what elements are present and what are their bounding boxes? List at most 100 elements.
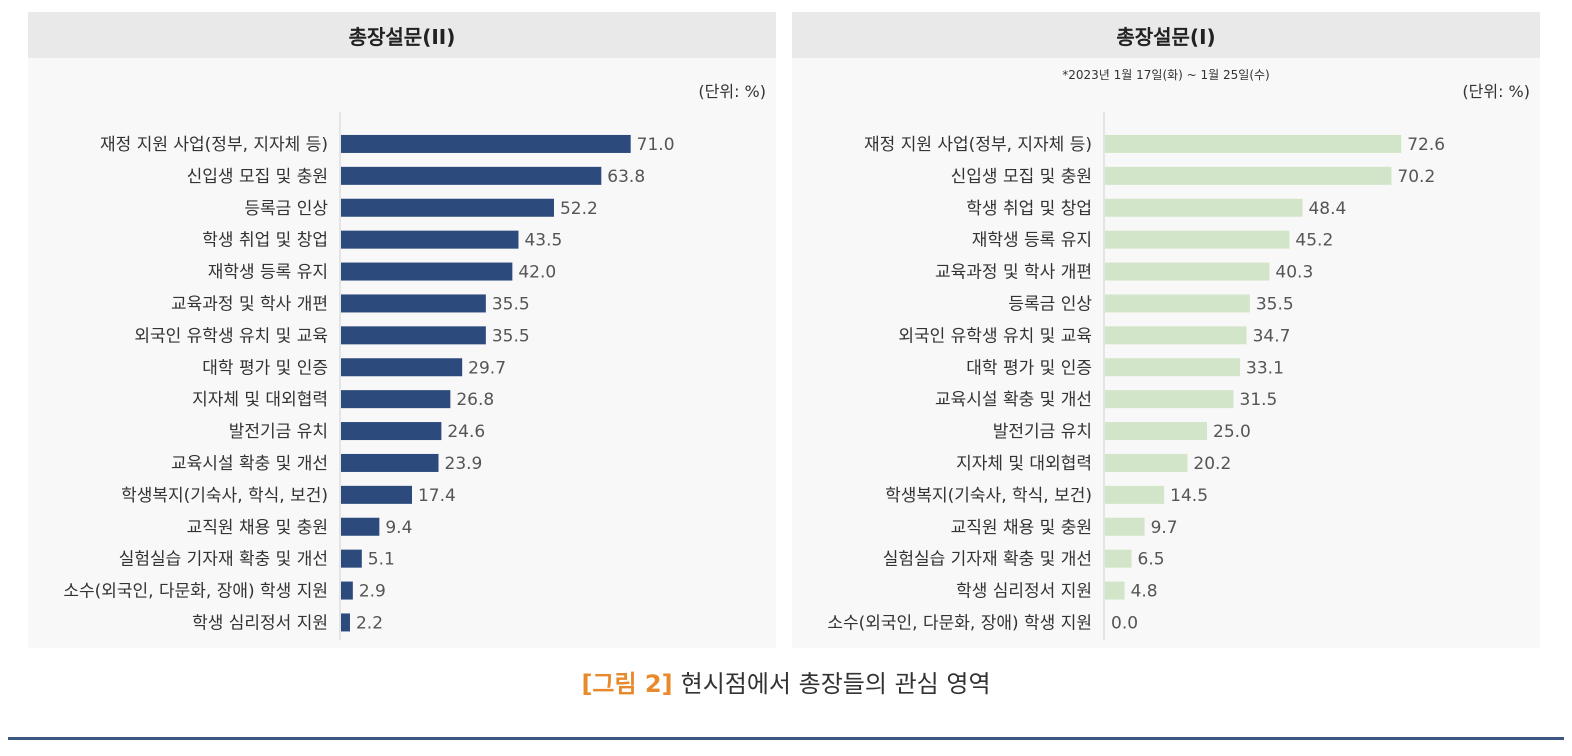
bar-left — [341, 485, 412, 504]
value-label-left: 9.4 — [385, 518, 412, 538]
category-label-left: 학생복지(기숙사, 학식, 보건) — [121, 486, 328, 506]
value-label-left: 63.8 — [607, 167, 645, 187]
bar-chart-left: 재정 지원 사업(정부, 지자체 등) 71.0 신입생 모집 및 충원 63.8 등록… — [63, 112, 675, 640]
bar-right — [1105, 485, 1165, 504]
category-label-right: 교직원 채용 및 충원 — [951, 518, 1092, 538]
bar-right — [1105, 166, 1392, 185]
value-label-right: 48.4 — [1308, 199, 1346, 219]
category-label-right: 발전기금 유치 — [993, 422, 1092, 442]
bar-left — [341, 453, 439, 472]
category-label-left: 소수(외국인, 다문화, 장애) 학생 지원 — [63, 582, 328, 602]
value-label-left: 26.8 — [456, 390, 494, 410]
bar-right — [1105, 134, 1402, 153]
bar-right — [1105, 262, 1270, 281]
value-label-right: 34.7 — [1253, 326, 1291, 346]
value-label-right: 6.5 — [1138, 550, 1165, 570]
value-label-left: 5.1 — [368, 550, 395, 570]
value-label-left: 35.5 — [492, 326, 530, 346]
value-label-left: 71.0 — [637, 135, 675, 155]
category-label-left: 재학생 등록 유지 — [208, 263, 328, 283]
category-label-right: 지자체 및 대외협력 — [956, 454, 1092, 474]
category-label-left: 외국인 유학생 유치 및 교육 — [134, 326, 328, 346]
category-label-right: 교육과정 및 학사 개편 — [935, 263, 1092, 283]
bar-right — [1105, 549, 1132, 568]
category-label-left: 학생 심리정서 지원 — [192, 613, 328, 633]
value-label-right: 14.5 — [1170, 486, 1208, 506]
value-label-right: 9.7 — [1151, 518, 1178, 538]
bar-left — [341, 517, 380, 536]
value-label-left: 52.2 — [560, 199, 598, 219]
bottom-divider — [8, 737, 1564, 740]
value-label-right: 33.1 — [1246, 358, 1284, 378]
bar-left — [341, 294, 486, 313]
value-label-right: 25.0 — [1213, 422, 1251, 442]
category-label-right: 등록금 인상 — [1008, 294, 1092, 314]
category-label-right: 학생 취업 및 창업 — [966, 199, 1092, 219]
category-label-right: 실험실습 기자재 확충 및 개선 — [883, 550, 1092, 570]
bar-left — [341, 390, 451, 409]
value-label-left: 23.9 — [445, 454, 483, 474]
category-label-left: 신입생 모집 및 충원 — [187, 167, 328, 187]
value-label-right: 4.8 — [1131, 582, 1158, 602]
value-label-right: 20.2 — [1193, 454, 1231, 474]
chart-panel-left: 총장설문(II) (단위: %) 재정 지원 사업(정부, 지자체 등) 71.0… — [28, 12, 776, 648]
value-label-right: 40.3 — [1275, 263, 1313, 283]
bar-left — [341, 422, 442, 441]
bar-right — [1105, 358, 1241, 377]
bar-left — [341, 262, 513, 281]
value-label-left: 2.9 — [359, 582, 386, 602]
category-label-left: 실험실습 기자재 확충 및 개선 — [119, 550, 328, 570]
figure-caption-text: 현시점에서 총장들의 관심 영역 — [680, 670, 991, 698]
bar-left — [341, 230, 519, 249]
chart-title-left: 총장설문(II) — [28, 12, 776, 58]
bar-chart-right: 재정 지원 사업(정부, 지자체 등) 72.6 신입생 모집 및 충원 70.2 학생… — [827, 112, 1445, 640]
value-label-right: 72.6 — [1407, 135, 1445, 155]
bar-right — [1105, 422, 1207, 441]
value-label-right: 0.0 — [1111, 613, 1138, 633]
bar-left — [341, 198, 554, 217]
value-label-left: 24.6 — [447, 422, 485, 442]
category-label-left: 교직원 채용 및 충원 — [187, 518, 328, 538]
chart-title-right: 총장설문(Ⅰ) — [792, 12, 1540, 58]
category-label-left: 발전기금 유치 — [229, 422, 328, 442]
bar-left — [341, 581, 353, 600]
value-label-left: 43.5 — [524, 231, 562, 251]
category-label-right: 재학생 등록 유지 — [972, 231, 1092, 251]
category-label-left: 등록금 인상 — [244, 199, 328, 219]
value-label-right: 31.5 — [1240, 390, 1278, 410]
bar-left — [341, 134, 631, 153]
category-label-left: 재정 지원 사업(정부, 지자체 등) — [100, 135, 328, 155]
category-label-right: 신입생 모집 및 충원 — [951, 167, 1092, 187]
bar-right — [1105, 390, 1234, 409]
category-label-right: 학생 심리정서 지원 — [956, 582, 1092, 602]
category-label-right: 소수(외국인, 다문화, 장애) 학생 지원 — [827, 613, 1092, 633]
survey-date-note: *2023년 1월 17일(화) ~ 1월 25일(수) — [1062, 68, 1270, 82]
value-label-left: 29.7 — [468, 358, 506, 378]
figure-number: [그림 2] — [581, 670, 673, 698]
figure-caption: [그림 2] 현시점에서 총장들의 관심 영역 — [0, 664, 1572, 699]
unit-label-right: (단위: %) — [1462, 82, 1530, 101]
unit-label-left: (단위: %) — [698, 82, 766, 101]
bar-right — [1105, 326, 1247, 345]
bar-right — [1105, 198, 1303, 217]
value-label-left: 35.5 — [492, 294, 530, 314]
category-label-left: 학생 취업 및 창업 — [202, 231, 328, 251]
bar-left — [341, 166, 602, 185]
bar-left — [341, 358, 463, 377]
bar-left — [341, 549, 362, 568]
category-label-left: 대학 평가 및 인증 — [202, 358, 328, 378]
chart-panel-right: 총장설문(Ⅰ) *2023년 1월 17일(화) ~ 1월 25일(수) (단위… — [792, 12, 1540, 648]
value-label-left: 42.0 — [518, 263, 556, 283]
bar-right — [1105, 517, 1145, 536]
bar-right — [1105, 581, 1125, 600]
value-label-right: 45.2 — [1295, 231, 1333, 251]
value-label-left: 17.4 — [418, 486, 456, 506]
bar-right — [1105, 453, 1188, 472]
category-label-left: 교육과정 및 학사 개편 — [171, 294, 328, 314]
bar-right — [1105, 294, 1250, 313]
category-label-left: 교육시설 확충 및 개선 — [171, 454, 328, 474]
category-label-left: 지자체 및 대외협력 — [192, 390, 328, 410]
bar-right — [1105, 230, 1290, 249]
value-label-right: 35.5 — [1256, 294, 1294, 314]
value-label-left: 2.2 — [356, 613, 383, 633]
